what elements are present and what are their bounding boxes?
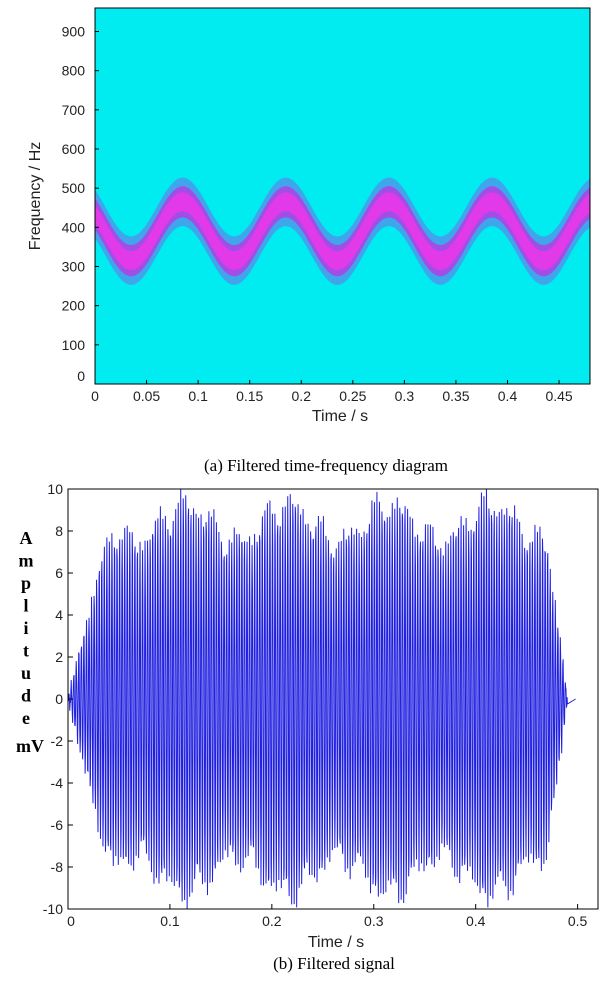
spectrogram-x-tick-label: 0.15 <box>236 388 263 404</box>
spectrogram-panel: 0 0.05 0.1 0.15 0.2 0.25 0.3 0.35 0.4 0.45 0 100 20… <box>27 7 591 475</box>
signal-y-label-letter: u <box>21 663 31 683</box>
spectrogram-x-tick-label: 0.3 <box>395 388 415 404</box>
spectrogram-y-label: Frequency / Hz <box>27 142 44 250</box>
signal-caption: (b) Filtered signal <box>273 954 395 973</box>
signal-x-tick-label: 0.1 <box>160 913 180 929</box>
signal-y-label-letter: t <box>23 641 29 661</box>
signal-y-unit: mV <box>16 736 44 756</box>
spectrogram-y-tick-label: 700 <box>62 102 86 118</box>
spectrogram-y-tick-label: 800 <box>62 63 86 79</box>
signal-y-label-letter: p <box>21 573 31 593</box>
spectrogram-x-label: Time / s <box>312 408 368 425</box>
spectrogram-caption: (a) Filtered time-frequency diagram <box>204 456 448 475</box>
spectrogram-axes-frame <box>94 7 591 385</box>
signal-y-tick-label: 2 <box>55 649 63 665</box>
signal-y-tick-label: -2 <box>51 733 64 749</box>
signal-x-ticks: 0 0.1 0.2 0.3 0.4 0.5 <box>67 904 588 929</box>
spectrogram-x-tick-label: 0.05 <box>133 388 160 404</box>
signal-x-tick-label: 0.4 <box>466 913 486 929</box>
spectrogram-y-tick-label: 600 <box>62 141 86 157</box>
signal-y-tick-label: 8 <box>55 523 63 539</box>
spectrogram-x-tick-label: 0.4 <box>498 388 518 404</box>
signal-y-tick-label: -10 <box>43 901 63 917</box>
signal-y-tick-label: -4 <box>51 775 64 791</box>
spectrogram-x-tick-label: 0.2 <box>292 388 312 404</box>
spectrogram-y-tick-label: 300 <box>62 259 86 275</box>
signal-series-line <box>68 489 576 909</box>
signal-y-tick-label: -6 <box>51 817 64 833</box>
signal-y-tick-label: 6 <box>55 565 63 581</box>
signal-y-label-letter: l <box>23 596 28 616</box>
signal-y-label-letter: A <box>20 528 33 548</box>
signal-y-label-letter: d <box>21 686 31 706</box>
spectrogram-y-tick-label: 900 <box>62 24 86 40</box>
spectrogram-x-ticks: 0 0.05 0.1 0.15 0.2 0.25 0.3 0.35 0.4 0.45 <box>91 380 573 404</box>
spectrogram-y-ticks: 0 100 200 300 400 500 600 700 800 900 <box>62 24 99 385</box>
signal-y-label-letter: i <box>23 618 28 638</box>
spectrogram-y-tick-label: 400 <box>62 219 86 235</box>
spectrogram-x-tick-label: 0.1 <box>188 388 208 404</box>
spectrogram-x-tick-label: 0.45 <box>545 388 572 404</box>
signal-y-tick-label: 4 <box>55 607 63 623</box>
signal-panel: 0 0.1 0.2 0.3 0.4 0.5 -10 -8 -6 -4 -2 0 2 4 6 8 10 Ampl… <box>16 481 599 973</box>
spectrogram-x-tick-label: 0.35 <box>442 388 469 404</box>
signal-y-ticks: -10 -8 -6 -4 -2 0 2 4 6 8 10 <box>43 481 73 917</box>
signal-y-tick-label: -8 <box>51 859 64 875</box>
signal-x-tick-label: 0 <box>67 913 75 929</box>
spectrogram-plot-area <box>95 8 590 384</box>
spectrogram-y-tick-label: 200 <box>62 298 86 314</box>
spectrogram-x-tick-label: 0.25 <box>339 388 366 404</box>
signal-x-tick-label: 0.5 <box>568 913 588 929</box>
spectrogram-frame <box>94 7 591 385</box>
spectrogram-y-tick-label: 500 <box>62 180 86 196</box>
signal-x-label: Time / s <box>308 934 364 951</box>
signal-plot-area <box>68 489 576 909</box>
signal-y-label-letter: e <box>22 708 30 728</box>
spectrogram-y-tick-label: 0 <box>77 368 85 384</box>
signal-y-tick-label: 0 <box>55 691 63 707</box>
spectrogram-band-core <box>95 192 590 271</box>
signal-x-tick-label: 0.3 <box>364 913 384 929</box>
signal-x-tick-label: 0.2 <box>262 913 282 929</box>
spectrogram-x-tick-label: 0 <box>91 388 99 404</box>
signal-y-tick-label: 10 <box>47 481 63 497</box>
spectrogram-y-tick-label: 100 <box>62 337 86 353</box>
signal-y-label-letter: m <box>19 551 34 571</box>
